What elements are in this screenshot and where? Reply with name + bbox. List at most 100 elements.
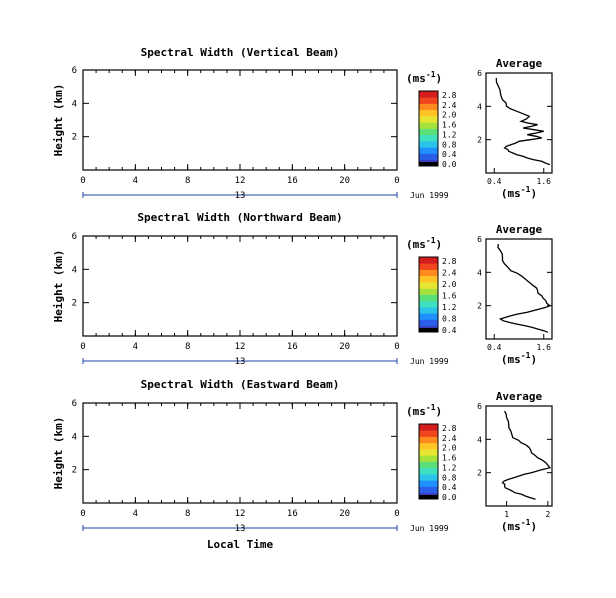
avg-x-label-close: ) <box>530 520 537 533</box>
x-tick-label: 0 <box>80 176 85 186</box>
month-label: Jun 1999 <box>410 524 449 533</box>
avg-x-label-exp: -1 <box>521 518 531 527</box>
avg-x-tick-label: 0.4 <box>487 177 502 186</box>
colorbar-swatch <box>419 263 438 270</box>
colorbar-tick-label: 1.6 <box>442 121 457 130</box>
x-tick-label: 16 <box>287 342 298 352</box>
avg-profile-line <box>501 410 552 500</box>
avg-y-tick-label: 2 <box>477 469 482 478</box>
avg-x-label-close: ) <box>530 187 537 200</box>
colorbar-unit-close: ) <box>436 405 443 418</box>
colorbar-tick-label: 2.8 <box>442 424 457 433</box>
avg-x-label: (ms-1) <box>501 518 537 533</box>
colorbar-unit-exp: -1 <box>426 236 436 245</box>
panel-title: Spectral Width (Eastward Beam) <box>141 378 340 391</box>
colorbar-tick-label: 2.8 <box>442 91 457 100</box>
x-tick-label: 16 <box>287 509 298 519</box>
y-axis-label: Height (km) <box>52 417 65 490</box>
colorbar-swatch <box>419 313 438 320</box>
avg-profile-line <box>497 243 552 333</box>
avg-y-tick-label: 6 <box>477 402 482 411</box>
colorbar-swatch <box>419 319 438 327</box>
avg-title: Average <box>496 57 543 70</box>
y-axis-label: Height (km) <box>52 250 65 323</box>
y-tick-label: 6 <box>72 399 77 409</box>
panel-title: Spectral Width (Northward Beam) <box>137 211 342 224</box>
y-tick-label: 4 <box>72 432 77 442</box>
colorbar-tick-label: 1.2 <box>442 130 457 139</box>
average-profile: Average 6 4 2 0.4 1.6(ms-1) <box>477 223 553 366</box>
day-label: 13 <box>235 357 246 367</box>
colorbar: 0.00.40.81.21.62.02.42.8(ms-1) <box>406 403 457 502</box>
x-tick-label: 20 <box>339 342 350 352</box>
avg-x-tick-label: 1 <box>504 510 509 519</box>
x-tick-label: 20 <box>339 176 350 186</box>
colorbar-tick-label: 2.0 <box>442 111 457 120</box>
x-tick-label: 16 <box>287 176 298 186</box>
colorbar-unit: (ms-1) <box>406 236 442 251</box>
colorbar-unit: (ms-1) <box>406 403 442 418</box>
colorbar-unit-close: ) <box>436 72 443 85</box>
colorbar-tick-label: 1.2 <box>442 303 457 312</box>
avg-y-tick-label: 2 <box>477 302 482 311</box>
colorbar-swatch <box>419 430 438 437</box>
colorbar-swatch <box>419 128 438 136</box>
colorbar-unit-exp: -1 <box>426 403 436 412</box>
x-tick-label: 0 <box>80 509 85 519</box>
colorbar-tick-label: 0.4 <box>442 326 457 335</box>
x-tick-label: 8 <box>185 176 190 186</box>
colorbar-tick-label: 0.8 <box>442 140 457 149</box>
avg-profile-line <box>495 77 551 166</box>
colorbar-swatch <box>419 294 438 302</box>
x-tick-label: 0 <box>80 342 85 352</box>
colorbar-unit-exp: -1 <box>426 70 436 79</box>
avg-y-tick-label: 6 <box>477 235 482 244</box>
colorbar-frame <box>418 90 439 167</box>
colorbar-tick-label: 2.4 <box>442 269 457 278</box>
colorbar-black-band <box>419 328 438 332</box>
heatmap-frame <box>82 235 398 337</box>
colorbar-tick-label: 1.6 <box>442 292 457 301</box>
colorbar-tick-label: 2.0 <box>442 280 457 289</box>
colorbar-swatch <box>419 275 438 283</box>
x-tick-label: 12 <box>235 176 246 186</box>
colorbar-swatch <box>419 257 438 264</box>
heatmap-axes: 0 4 8 12 16 20 0 6 4 2 13 Jun 1999 <box>72 66 449 201</box>
colorbar-swatch <box>419 480 438 487</box>
colorbar-swatch <box>419 116 438 123</box>
avg-y-tick-label: 4 <box>477 268 482 277</box>
month-label: Jun 1999 <box>410 191 449 200</box>
x-tick-label: 8 <box>185 342 190 352</box>
colorbar-tick-label: 1.2 <box>442 463 457 472</box>
colorbar: 0.4 0.8 1.2 1.6 2.0 2.4 2.8(ms-1) <box>406 236 457 335</box>
avg-frame <box>485 238 553 340</box>
avg-title: Average <box>496 390 543 403</box>
avg-frame <box>485 405 553 507</box>
avg-x-tick-label: 1.6 <box>537 177 552 186</box>
x-tick-label: 8 <box>185 509 190 519</box>
colorbar-frame <box>418 423 439 500</box>
x-tick-label: 0 <box>394 176 399 186</box>
colorbar-tick-label: 0.0 <box>442 493 457 502</box>
colorbar-tick-label: 0.0 <box>442 160 457 169</box>
colorbar-tick-label: 2.4 <box>442 101 457 110</box>
colorbar-tick-label: 2.0 <box>442 444 457 453</box>
colorbar-swatch <box>419 436 438 444</box>
colorbar-swatch <box>419 486 438 494</box>
colorbar-swatch <box>419 467 438 475</box>
y-tick-label: 4 <box>72 265 77 275</box>
panel-title: Spectral Width (Vertical Beam) <box>141 46 340 59</box>
colorbar-swatch <box>419 288 438 295</box>
colorbar-swatch <box>419 282 438 289</box>
avg-y-tick-label: 4 <box>477 435 482 444</box>
x-tick-label: 4 <box>133 176 138 186</box>
x-tick-label: 20 <box>339 509 350 519</box>
heatmap-frame <box>82 402 398 504</box>
colorbar-swatch <box>419 449 438 456</box>
panel-vertical: Spectral Width (Vertical Beam) 0 4 8 12 16 20… <box>52 46 553 201</box>
colorbar-swatch <box>419 461 438 469</box>
x-tick-label: 12 <box>235 509 246 519</box>
avg-frame <box>485 72 553 174</box>
avg-x-label-exp: -1 <box>521 351 531 360</box>
